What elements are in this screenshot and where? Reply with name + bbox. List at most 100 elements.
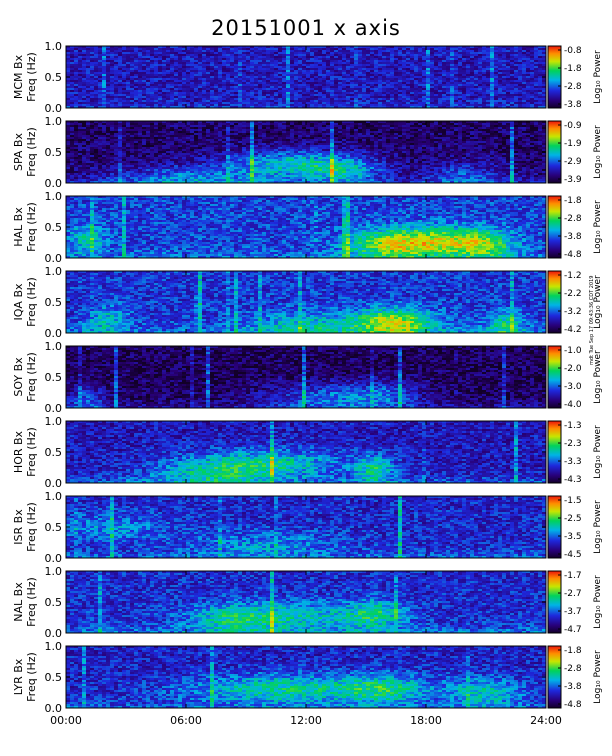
y-tick-label: 1.0: [45, 265, 63, 278]
y-tick-label: 1.0: [45, 40, 63, 53]
y-tick-label: 0.0: [45, 627, 63, 640]
colorbar-tick-label: -1.8: [564, 646, 582, 656]
freq-axis-label: Freq (Hz): [25, 202, 38, 252]
colorbar-tick-label: -1.8: [564, 196, 582, 206]
station-label: MCM Bx: [12, 54, 25, 99]
panel-iqa: 0.0 0.5 1.0 IQA Bx Freq (Hz) -1.2 -2.2 -3.2 -4.2…: [12, 265, 603, 340]
freq-axis-label: Freq (Hz): [25, 427, 38, 477]
colorbar-tick-label: -2.9: [564, 157, 582, 167]
spectrogram-image: [66, 121, 546, 183]
colorbar-tick-label: -3.8: [564, 100, 582, 110]
colorbar-label: Log₁₀ Power: [593, 425, 603, 479]
spectrogram-image: [66, 196, 546, 258]
colorbar-tick-label: -4.0: [564, 400, 582, 410]
y-tick-label: 1.0: [45, 415, 63, 428]
freq-axis-label: Freq (Hz): [25, 352, 38, 402]
station-label: LYR Bx: [12, 658, 25, 695]
colorbar-label: Log₁₀ Power: [593, 125, 603, 179]
freq-axis-label: Freq (Hz): [25, 652, 38, 702]
colorbar: [547, 645, 562, 709]
station-label: HOR Bx: [12, 430, 25, 473]
colorbar-tick-label: -4.8: [564, 700, 582, 710]
colorbar-tick-label: -3.5: [564, 532, 582, 542]
colorbar-tick-label: -4.5: [564, 550, 582, 560]
freq-axis-label: Freq (Hz): [25, 127, 38, 177]
y-tick-label: 1.0: [45, 190, 63, 203]
panel-lyr: 0.0 0.5 1.0 LYR Bx Freq (Hz) -1.8 -2.8 -3.8 -4.8…: [12, 640, 603, 715]
colorbar: [547, 570, 562, 634]
spectrogram-image: [66, 646, 546, 708]
colorbar: [547, 420, 562, 484]
colorbar-tick-label: -1.0: [564, 346, 582, 356]
station-label: SPA Bx: [12, 133, 25, 171]
spectrogram-image: [66, 421, 546, 483]
panel-hal: 0.0 0.5 1.0 HAL Bx Freq (Hz) -1.8 -2.8 -3.8 -4.8…: [12, 190, 603, 265]
colorbar: [547, 195, 562, 259]
spectrogram-image: [66, 496, 546, 558]
colorbar: [547, 345, 562, 409]
colorbar-tick-label: -2.8: [564, 82, 582, 92]
y-tick-label: 0.5: [45, 521, 63, 534]
y-tick-label: 0.5: [45, 146, 63, 159]
y-tick-label: 0.0: [45, 702, 63, 715]
colorbar-label: Log₁₀ Power: [593, 575, 603, 629]
colorbar-tick-label: -4.8: [564, 250, 582, 260]
freq-axis-label: Freq (Hz): [25, 502, 38, 552]
y-tick-label: 0.5: [45, 596, 63, 609]
colorbar-tick-label: -3.9: [564, 175, 582, 185]
colorbar-label: Log₁₀ Power: [593, 275, 603, 329]
y-tick-label: 0.5: [45, 71, 63, 84]
panel-mcm: 0.0 0.5 1.0 MCM Bx Freq (Hz) -0.8 -1.8 -2.8 -3.8…: [12, 40, 603, 115]
colorbar: [547, 120, 562, 184]
y-tick-label: 0.0: [45, 327, 63, 340]
y-tick-label: 0.0: [45, 402, 63, 415]
colorbar-tick-label: -1.3: [564, 421, 582, 431]
colorbar-tick-label: -3.3: [564, 457, 582, 467]
spectrogram-image: [66, 571, 546, 633]
colorbar-label: Log₁₀ Power: [593, 200, 603, 254]
colorbar-tick-label: -2.8: [564, 664, 582, 674]
colorbar-tick-label: -4.3: [564, 475, 582, 485]
colorbar-tick-label: -4.7: [564, 625, 582, 635]
y-tick-label: 1.0: [45, 565, 63, 578]
panel-spa: 0.0 0.5 1.0 SPA Bx Freq (Hz) -0.9 -1.9 -2.9 -3.9…: [12, 115, 603, 190]
colorbar-label: Log₁₀ Power: [593, 50, 603, 104]
colorbar-tick-label: -4.2: [564, 325, 582, 335]
colorbar-tick-label: -2.0: [564, 364, 582, 374]
freq-axis-label: Freq (Hz): [25, 277, 38, 327]
y-tick-label: 0.5: [45, 671, 63, 684]
station-label: SOY Bx: [12, 357, 25, 397]
station-label: HAL Bx: [12, 207, 25, 247]
colorbar-tick-label: -3.7: [564, 607, 582, 617]
colorbar-label: Log₁₀ Power: [593, 650, 603, 704]
y-tick-label: 0.5: [45, 446, 63, 459]
y-tick-label: 0.5: [45, 296, 63, 309]
x-tick-label: 18:00: [410, 714, 442, 727]
panel-soy: 0.0 0.5 1.0 SOY Bx Freq (Hz) -1.0 -2.0 -3.0 -4.0…: [12, 340, 603, 415]
colorbar-tick-label: -0.8: [564, 46, 582, 56]
y-tick-label: 1.0: [45, 640, 63, 653]
freq-axis-label: Freq (Hz): [25, 577, 38, 627]
y-tick-label: 0.0: [45, 252, 63, 265]
colorbar-tick-label: -3.8: [564, 232, 582, 242]
y-tick-label: 1.0: [45, 490, 63, 503]
y-tick-label: 0.0: [45, 552, 63, 565]
freq-axis-label: Freq (Hz): [25, 52, 38, 102]
colorbar-tick-label: -2.5: [564, 514, 582, 524]
station-label: IQA Bx: [12, 283, 25, 320]
station-label: NAL Bx: [12, 582, 25, 622]
x-tick-label: 00:00: [50, 714, 82, 727]
y-tick-label: 0.5: [45, 221, 63, 234]
colorbar-tick-label: -1.5: [564, 496, 582, 506]
station-label: ISR Bx: [12, 509, 25, 545]
spectrogram-image: [66, 271, 546, 333]
page-title: 20151001 x axis: [211, 16, 401, 40]
colorbar-tick-label: -3.2: [564, 307, 582, 317]
colorbar-tick-label: -2.8: [564, 214, 582, 224]
spectrogram-image: [66, 46, 546, 108]
colorbar: [547, 45, 562, 109]
x-tick-label: 06:00: [170, 714, 202, 727]
colorbar-tick-label: -1.9: [564, 139, 582, 149]
x-tick-label: 24:00: [530, 714, 562, 727]
panel-isr: 0.0 0.5 1.0 ISR Bx Freq (Hz) -1.5 -2.5 -3.5 -4.5…: [12, 490, 603, 565]
